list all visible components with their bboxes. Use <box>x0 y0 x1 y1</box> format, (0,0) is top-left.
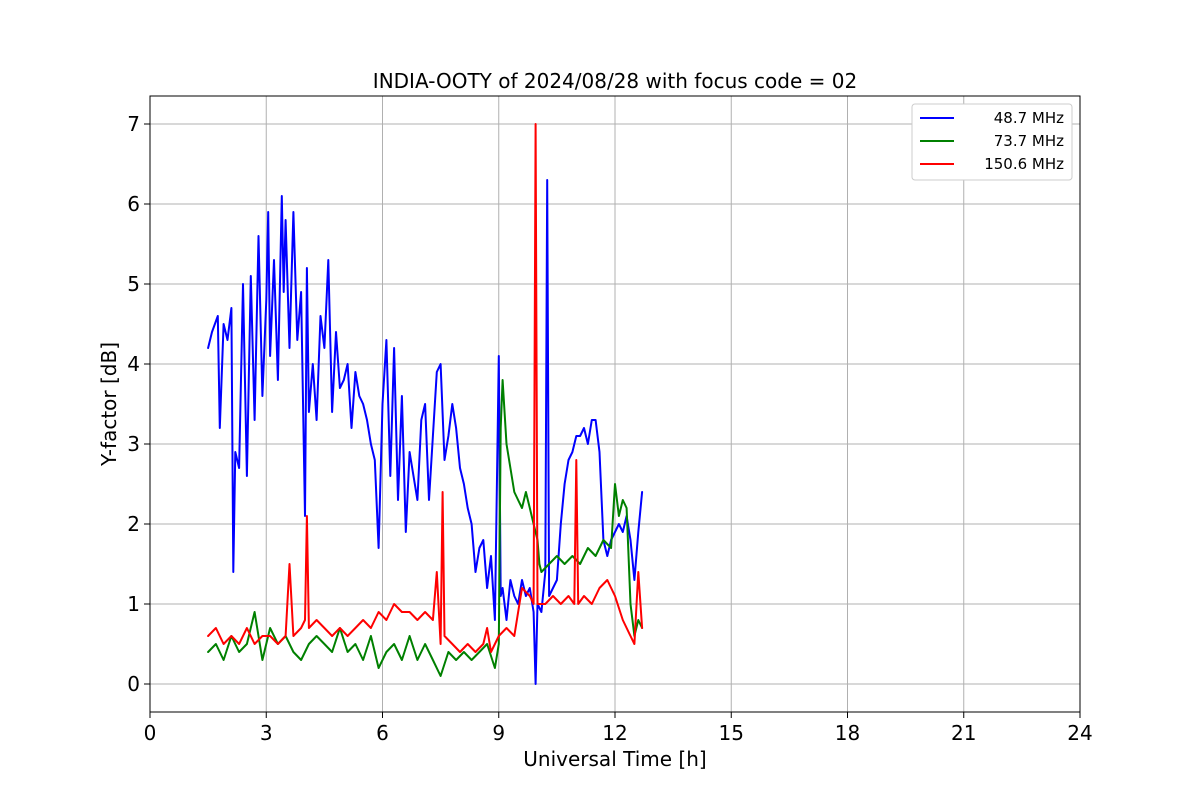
x-tick-label: 6 <box>376 721 389 745</box>
x-tick-label: 9 <box>492 721 505 745</box>
y-axis-title: Y-factor [dB] <box>97 342 121 467</box>
y-tick-label: 7 <box>127 112 140 136</box>
y-tick-label: 6 <box>127 192 140 216</box>
x-tick-label: 21 <box>951 721 976 745</box>
legend-label-1: 73.7 MHz <box>994 132 1064 150</box>
x-tick-label: 18 <box>835 721 860 745</box>
y-tick-label: 4 <box>127 352 140 376</box>
legend-label-0: 48.7 MHz <box>994 109 1064 127</box>
series-layer <box>207 123 644 685</box>
legend: 48.7 MHz 73.7 MHz 150.6 MHz <box>911 103 1073 181</box>
x-axis-title: Universal Time [h] <box>523 747 706 771</box>
chart-title: INDIA-OOTY of 2024/08/28 with focus code… <box>373 69 857 93</box>
y-tick-label: 3 <box>127 432 140 456</box>
series-line-2 <box>207 123 644 653</box>
x-tick-label: 15 <box>719 721 744 745</box>
y-tick-label: 2 <box>127 512 140 536</box>
x-tick-label: 3 <box>260 721 273 745</box>
y-tick-label: 0 <box>127 672 140 696</box>
series-line-0 <box>207 179 644 685</box>
x-tick-label: 12 <box>602 721 627 745</box>
legend-items: 48.7 MHz 73.7 MHz 150.6 MHz <box>920 109 1064 173</box>
legend-box <box>911 103 1073 181</box>
grid <box>149 96 1081 712</box>
y-tick-label: 1 <box>127 592 140 616</box>
legend-label-2: 150.6 MHz <box>984 155 1064 173</box>
x-tick-label: 24 <box>1067 721 1092 745</box>
series-line-1 <box>207 379 644 677</box>
x-tick-label: 0 <box>144 721 157 745</box>
y-tick-label: 5 <box>127 272 140 296</box>
